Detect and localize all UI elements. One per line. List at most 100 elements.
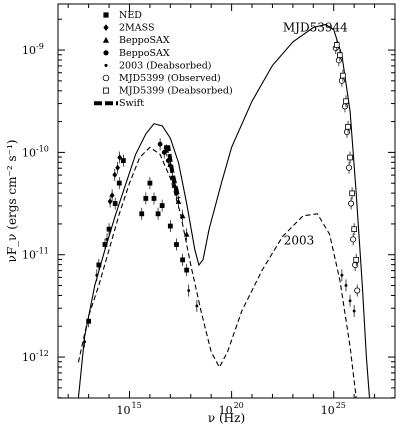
data-point <box>337 52 343 58</box>
x-tick-label: 10 <box>219 404 233 417</box>
data-point <box>167 161 174 168</box>
data-point <box>112 171 118 179</box>
legend-marker <box>102 36 110 43</box>
axis-ticks <box>58 4 396 399</box>
data-point <box>151 196 157 201</box>
data-point <box>343 98 349 105</box>
data-point <box>350 236 357 243</box>
data-point <box>155 211 161 217</box>
x-axis-label: ν (Hz) <box>208 411 245 425</box>
data-point <box>86 318 92 324</box>
data-point <box>183 231 190 237</box>
data-point <box>184 267 190 273</box>
y-tick-label: 10 <box>22 146 36 159</box>
legend-label: Swift <box>119 98 144 109</box>
legend-marker <box>103 24 109 31</box>
y-tick-exponent: -10 <box>36 144 49 153</box>
data-point <box>340 72 346 79</box>
legend-marker <box>104 63 108 67</box>
legend-marker <box>102 74 110 82</box>
x-tick-exponent: 15 <box>131 401 141 410</box>
data-point <box>96 262 102 268</box>
data-point <box>346 164 353 171</box>
legend-label: MJD5399 (Deabsorbed) <box>119 86 233 97</box>
data-point <box>340 273 344 277</box>
legend-marker <box>103 87 110 94</box>
data-point <box>147 180 153 186</box>
data-point <box>348 299 352 303</box>
data-point <box>187 289 191 292</box>
data-point <box>335 57 342 64</box>
data-point <box>341 103 349 110</box>
data-point <box>95 273 99 277</box>
data-point <box>167 223 173 229</box>
legend-marker <box>103 50 109 56</box>
data-point <box>174 242 179 247</box>
data-point <box>105 237 109 241</box>
data-point <box>116 180 122 186</box>
data-point <box>344 283 348 287</box>
x-tick-exponent: 25 <box>336 401 346 410</box>
data-point <box>159 203 165 209</box>
y-tick-exponent: -9 <box>36 42 44 51</box>
data-point <box>117 154 123 161</box>
data-point <box>102 242 108 247</box>
legend-label: NED <box>119 10 142 21</box>
legend-marker <box>103 12 109 18</box>
data-point <box>120 158 126 163</box>
y-axis-label: νF_ν (ergs cm⁻² s⁻¹) <box>5 140 19 263</box>
data-point <box>169 175 175 181</box>
y-tick-exponent: -11 <box>36 247 49 256</box>
data-point <box>345 124 351 130</box>
data-point <box>174 190 179 196</box>
y-tick-exponent: -12 <box>36 349 49 358</box>
data-point <box>353 257 359 263</box>
legend-label: 2MASS <box>119 23 154 34</box>
data-point <box>106 226 112 232</box>
y-tick-label: 10 <box>22 351 36 364</box>
data-point <box>83 340 86 344</box>
data-point <box>338 77 345 84</box>
curve-annotation: 2003 <box>284 233 315 247</box>
data-point <box>195 304 199 308</box>
data-point <box>115 164 121 171</box>
y-tick-label: 10 <box>22 249 36 262</box>
legend-label: MJD5399 (Observed) <box>119 73 221 84</box>
data-point <box>343 128 351 135</box>
data-point <box>157 141 163 147</box>
data-point <box>143 196 149 201</box>
data-point <box>175 198 182 204</box>
data-point <box>333 42 340 48</box>
data-points <box>83 38 361 348</box>
data-point <box>179 212 186 219</box>
legend-label: 2003 (Deabsorbed) <box>119 60 212 71</box>
data-point <box>112 201 118 206</box>
legend-label: BeppoSAX <box>119 48 170 59</box>
data-point <box>107 198 113 205</box>
curve-annotation: MJD53944 <box>283 21 348 35</box>
legend-label: BeppoSAX <box>119 35 170 46</box>
data-point <box>109 192 115 199</box>
annotations: MJD53944 2003 <box>283 21 348 248</box>
data-point <box>139 211 145 217</box>
model-curve-2003 <box>77 146 357 398</box>
x-tick-label: 10 <box>321 404 335 417</box>
data-point <box>351 226 357 232</box>
data-point <box>349 190 355 197</box>
data-point <box>161 149 167 155</box>
data-point <box>352 261 359 269</box>
x-tick-exponent: 20 <box>234 401 244 410</box>
y-tick-label: 10 <box>22 44 36 57</box>
x-tick-label: 10 <box>116 404 130 417</box>
data-point <box>347 154 353 161</box>
data-point <box>180 257 185 263</box>
data-point <box>165 158 171 163</box>
data-point <box>354 287 361 294</box>
data-point <box>348 200 355 207</box>
data-point <box>171 182 178 188</box>
data-point <box>352 309 356 313</box>
plot-frame <box>57 3 396 399</box>
